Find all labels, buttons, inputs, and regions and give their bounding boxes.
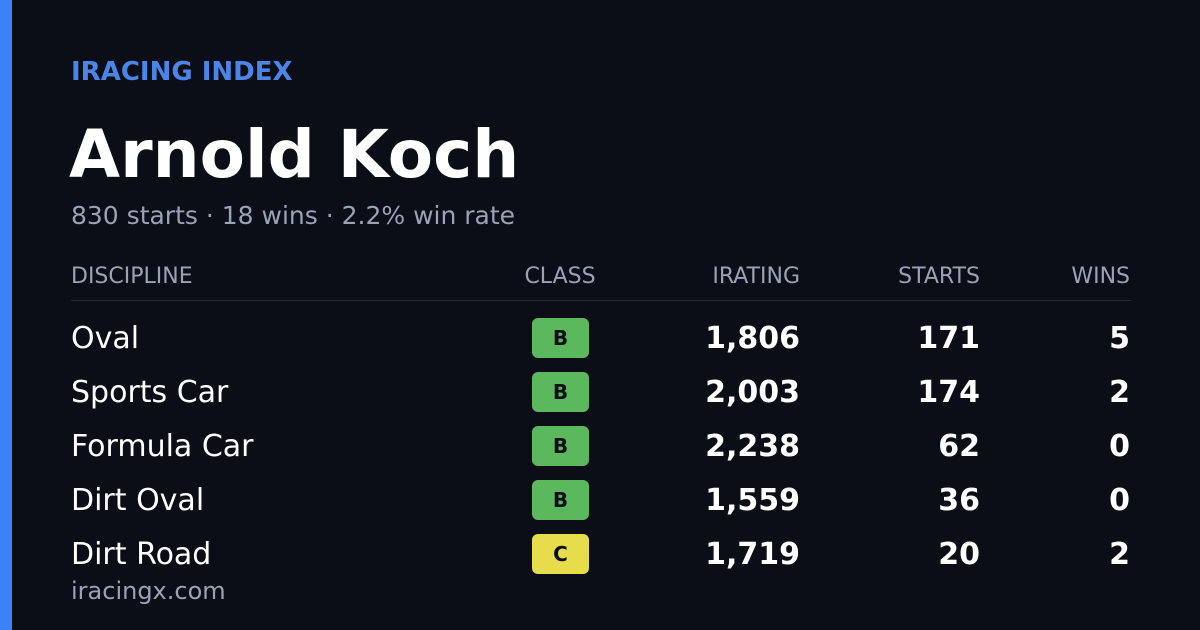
discipline: Dirt Oval [71,483,205,518]
stat-value: 2 [1109,375,1130,410]
stat-value: 1,806 [705,321,800,356]
header-rule [71,300,1131,301]
summary: 830 starts · 18 wins · 2.2% win rate [71,201,516,230]
column-header: IRATING [712,264,800,289]
class-badge: B [532,480,589,520]
stat-value: 2,003 [705,375,800,410]
discipline: Sports Car [71,375,229,410]
stat-value: 2 [1109,537,1130,572]
class-badge: B [532,372,589,412]
stat-value: 0 [1109,483,1130,518]
stat-value: 171 [917,321,980,356]
accent-bar [0,0,12,630]
discipline: Oval [71,321,140,356]
stat-value: 174 [917,375,980,410]
driver-name: Arnold Koch [69,116,520,193]
discipline: Formula Car [71,429,254,464]
stat-value: 62 [938,429,980,464]
stat-value: 36 [938,483,980,518]
stat-value: 0 [1109,429,1130,464]
stat-value: 5 [1109,321,1130,356]
stat-value: 1,719 [705,537,800,572]
column-header: DISCIPLINE [71,264,193,289]
stat-value: 20 [938,537,980,572]
class-badge: B [532,426,589,466]
brand: IRACING INDEX [71,57,293,87]
column-header: STARTS [898,264,980,289]
site: iracingx.com [71,577,226,605]
class-badge: C [532,534,589,574]
class-badge: B [532,318,589,358]
stat-value: 1,559 [705,483,800,518]
stat-value: 2,238 [705,429,800,464]
column-header: CLASS [524,264,596,289]
discipline: Dirt Road [71,537,212,572]
column-header: WINS [1071,264,1130,289]
